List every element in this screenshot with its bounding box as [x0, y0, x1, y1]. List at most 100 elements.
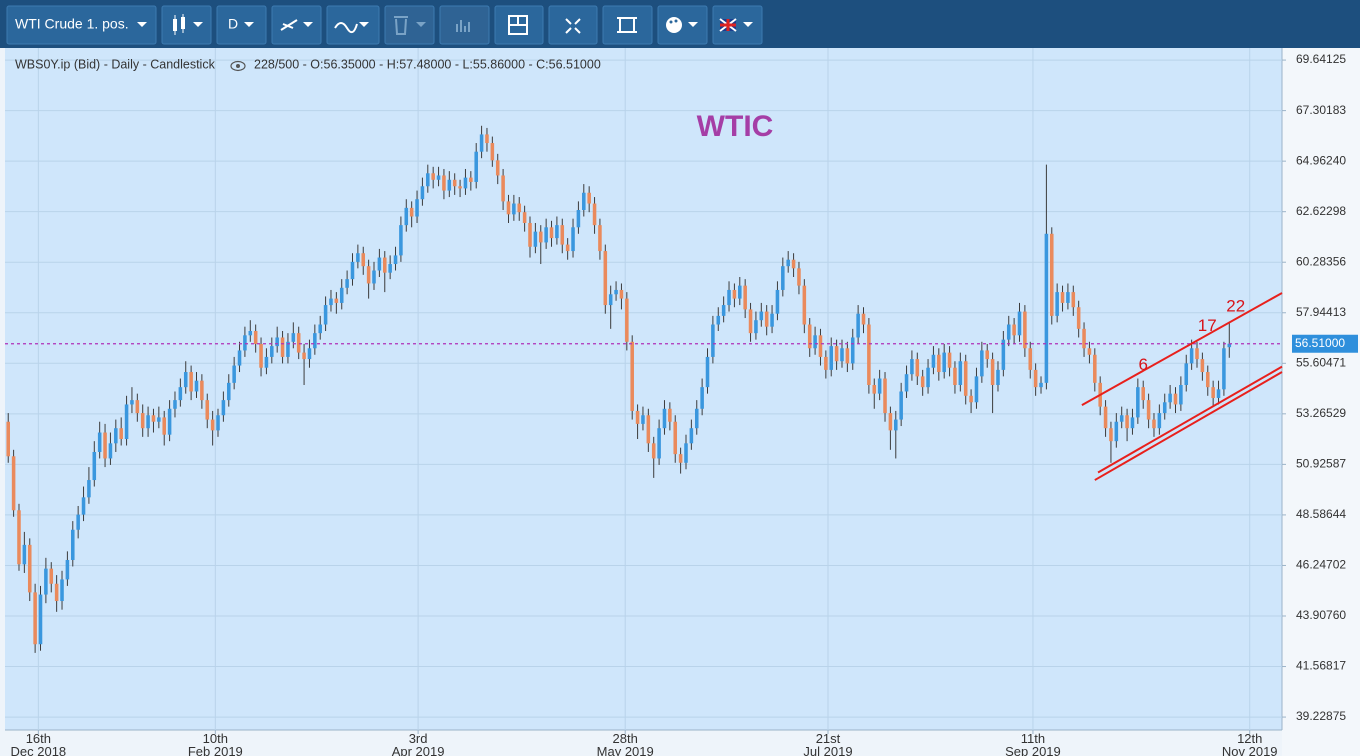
candle-body	[942, 352, 946, 373]
instrument-button[interactable]: WTI Crude 1. pos.	[6, 5, 157, 45]
candle-body	[926, 367, 930, 388]
volume-button[interactable]	[439, 5, 490, 45]
candle-body	[818, 335, 823, 357]
visibility-icon[interactable]	[230, 60, 246, 72]
candle-body	[598, 225, 602, 252]
candle-body	[447, 179, 452, 191]
candle-body	[845, 348, 850, 364]
candle-body	[1157, 413, 1162, 429]
candle-body	[178, 387, 183, 401]
candle-body	[824, 356, 828, 370]
x-tick-sublabel: Jul 2019	[803, 744, 852, 756]
candle-body	[662, 408, 667, 429]
current-price-box	[1292, 334, 1358, 353]
candle-body	[920, 376, 925, 388]
candle-body	[700, 387, 704, 409]
candle-body	[1049, 233, 1054, 316]
drawing-tools-button[interactable]	[271, 5, 322, 45]
candle-body	[463, 177, 468, 189]
y-axis-panel	[1282, 48, 1360, 756]
interval-button[interactable]: D	[216, 5, 267, 45]
candle-body	[248, 330, 253, 336]
x-tick-sublabel: Nov 2019	[1222, 744, 1278, 756]
info-text: WBS0Y.ip (Bid) - Daily - Candlestick	[15, 57, 216, 71]
candle-body	[307, 348, 312, 360]
annotation: 22	[1226, 297, 1245, 316]
candle-body	[490, 143, 495, 161]
candle-body	[119, 428, 123, 440]
annotation: 17	[1198, 316, 1217, 335]
candle-body	[458, 186, 462, 189]
candles	[6, 125, 1232, 653]
candle-body	[646, 415, 651, 444]
candle-body	[894, 419, 898, 431]
candle-body	[1205, 372, 1210, 388]
x-tick-sublabel: Sep 2019	[1005, 744, 1061, 756]
theme-button[interactable]	[657, 5, 708, 45]
candle-body	[1125, 415, 1129, 429]
candle-body	[442, 175, 446, 191]
chart-title: WTIC	[697, 110, 774, 143]
x-tick-label: 16th	[26, 731, 51, 746]
overlays: 6 17 22	[5, 292, 1283, 481]
chart-type-button[interactable]	[161, 5, 212, 45]
fullscreen-button[interactable]	[548, 5, 598, 45]
candle-body	[399, 225, 403, 256]
candle-body	[1023, 311, 1027, 349]
candle-body	[167, 408, 172, 435]
x-tick-sublabel: May 2019	[597, 744, 654, 756]
candle-body	[711, 324, 715, 357]
y-tick-label: 53.26529	[1296, 406, 1346, 420]
candle-body	[1200, 359, 1205, 373]
candle-body	[614, 289, 618, 295]
y-tick-label: 69.64125	[1296, 52, 1346, 66]
y-tick-label: 50.92587	[1296, 457, 1346, 471]
candle-body	[1146, 400, 1151, 420]
candle-body	[743, 285, 747, 310]
candle-body	[1136, 387, 1140, 418]
x-tick-label: 21st	[816, 731, 841, 746]
candle-body	[1012, 324, 1016, 336]
candle-body	[27, 544, 32, 593]
candle-body	[318, 324, 322, 334]
y-tick-label: 39.22875	[1296, 709, 1346, 723]
candle-body	[485, 134, 489, 144]
candle-body	[157, 417, 161, 422]
candle-body	[232, 365, 236, 383]
language-button[interactable]	[712, 5, 763, 45]
candle-body	[356, 253, 360, 262]
x-tick-sublabel: Feb 2019	[188, 744, 243, 756]
indicators-button[interactable]	[326, 5, 380, 45]
candle-body	[732, 289, 737, 299]
candle-body	[850, 337, 855, 364]
candle-body	[221, 400, 226, 416]
candle-body	[114, 428, 118, 444]
candle-body	[506, 201, 511, 215]
candle-body	[372, 270, 376, 284]
candle-body	[528, 222, 532, 247]
layout-button[interactable]	[494, 5, 544, 45]
candle-body	[361, 253, 366, 267]
candle-body	[71, 529, 75, 560]
candle-body	[673, 421, 678, 455]
candle-body	[162, 417, 166, 435]
x-tick-sublabel: Apr 2019	[392, 744, 445, 756]
candle-body	[22, 544, 27, 565]
candle-body	[1017, 311, 1022, 336]
delete-button[interactable]	[384, 5, 435, 45]
candle-body	[38, 594, 43, 645]
candle-body	[183, 372, 188, 388]
candle-body	[334, 298, 339, 303]
candle-body	[958, 361, 963, 386]
candle-body	[108, 443, 113, 459]
candle-body	[608, 294, 613, 306]
candle-body	[124, 404, 129, 440]
fit-button[interactable]	[602, 5, 653, 45]
candle-body	[76, 514, 80, 530]
candle-body	[592, 203, 597, 226]
candle-body	[937, 354, 941, 373]
candle-body	[189, 372, 193, 392]
candle-body	[216, 415, 220, 431]
candle-body	[291, 333, 296, 342]
candle-body	[243, 335, 247, 351]
